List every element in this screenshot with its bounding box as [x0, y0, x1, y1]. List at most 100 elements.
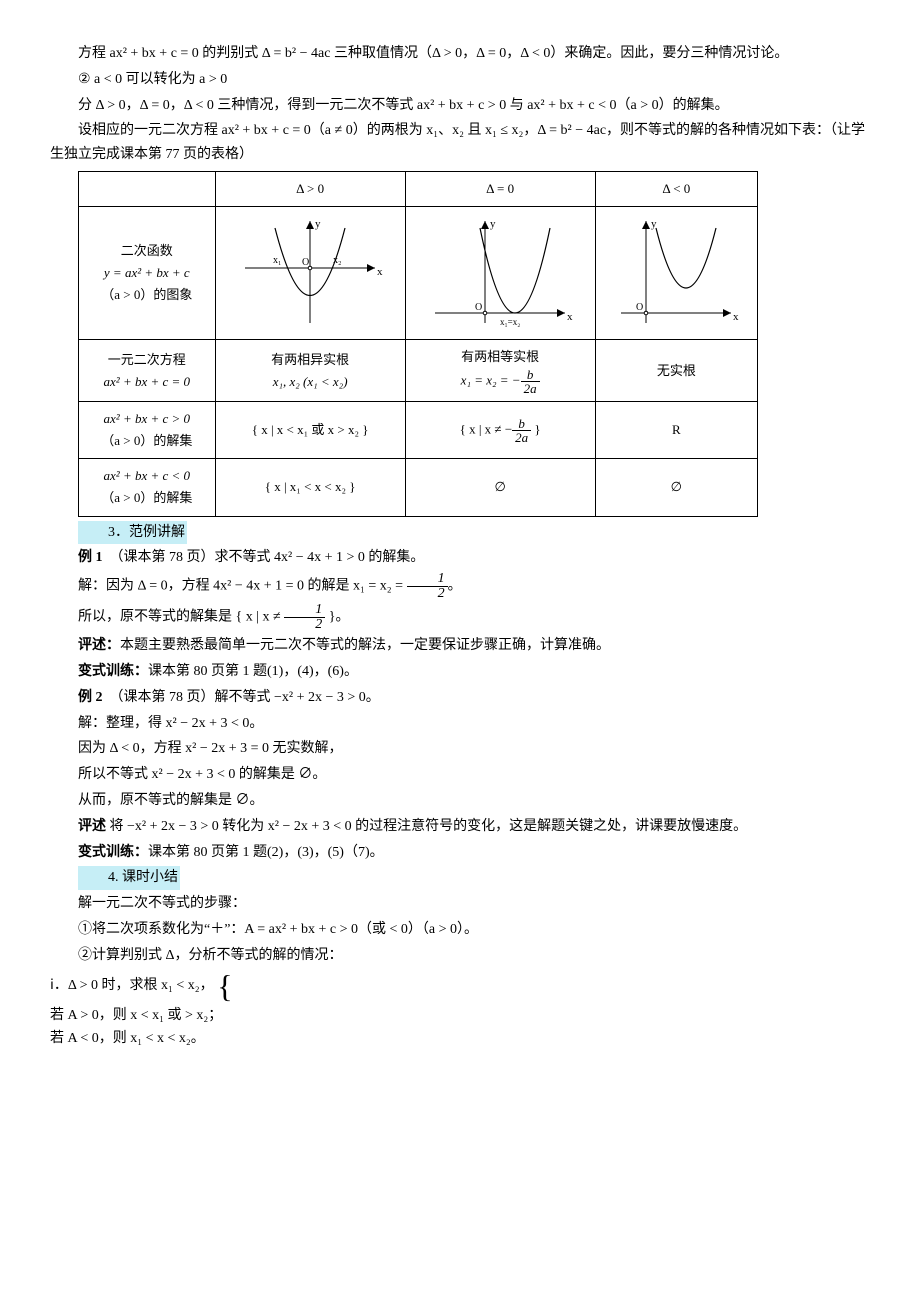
r4l1: （a > 0）的解集 — [101, 490, 192, 505]
r2l1: ax² + bx + c = 0 — [104, 374, 191, 389]
example-2-l3: 所以不等式 x² − 2x + 3 < 0 的解集是 ∅。 — [50, 763, 870, 787]
ex1a-sp: { x | x ≠ — [236, 610, 285, 625]
sec3-hl: 3．范例讲解 — [78, 521, 187, 545]
row4-c1: { x | x₁ < x < x₂ } — [215, 459, 405, 516]
ex1a-post: 。 — [335, 610, 349, 625]
graph-no-root: x y O — [595, 207, 757, 340]
parabola-svg-1: x y x₁ x₂ O — [235, 213, 385, 333]
summary-l3: ②计算判别式 Δ，分析不等式的解的情况： — [50, 944, 870, 968]
paragraph-2: ② a < 0 可以转化为 a > 0 — [50, 68, 870, 92]
r2c1a: 有两相异实根 — [271, 352, 349, 367]
example-1-answer: 所以，原不等式的解集是 { x | x ≠ 12 }。 — [50, 603, 870, 632]
ex1-txt: （课本第 78 页）求不等式 4x² − 4x + 1 > 0 的解集。 — [117, 550, 425, 565]
r3c2d: 2a — [512, 431, 531, 444]
row3-c3: R — [595, 402, 757, 459]
sc1: 若 A > 0，则 x < x₁ 或 > x₂； — [50, 1004, 870, 1028]
r2c2d: 2a — [521, 382, 540, 395]
svg-text:x₁: x₁ — [273, 255, 282, 266]
ex2t-txt: 课本第 80 页第 1 题(2)，(3)，(5)（7)。 — [148, 845, 384, 860]
summary-table: Δ > 0 Δ = 0 Δ < 0 二次函数 y = ax² + bx + c … — [78, 171, 758, 517]
svg-text:x: x — [567, 311, 573, 323]
svg-text:y: y — [315, 218, 321, 230]
svg-text:y: y — [490, 218, 496, 230]
section-4-title: 4. 课时小结 — [50, 866, 870, 890]
graph-two-roots: x y x₁ x₂ O — [215, 207, 405, 340]
r1l2: （a > 0）的图象 — [101, 287, 192, 302]
th-d-lt0: Δ < 0 — [595, 171, 757, 206]
example-1: 例 1 （课本第 78 页）求不等式 4x² − 4x + 1 > 0 的解集。 — [50, 546, 870, 570]
ex2r-lbl: 评述 — [78, 819, 106, 834]
ex2-lbl: 例 2 — [78, 690, 103, 705]
svg-text:O: O — [302, 257, 309, 268]
ex1a-spo: } — [325, 610, 335, 625]
svg-text:x₂: x₂ — [333, 255, 342, 266]
ex1r-txt: 本题主要熟悉最简单一元二次不等式的解法，一定要保证步骤正确，计算准确。 — [120, 638, 610, 653]
ex1s-post: 。 — [448, 579, 462, 594]
row4-label: ax² + bx + c < 0 （a > 0）的解集 — [79, 459, 216, 516]
example-2-l2: 因为 Δ < 0，方程 x² − 2x + 3 = 0 无实数解， — [50, 737, 870, 761]
row3-label: ax² + bx + c > 0 （a > 0）的解集 — [79, 402, 216, 459]
parabola-svg-3: x y O — [611, 213, 741, 333]
svg-text:x: x — [733, 311, 739, 323]
r2c1b: x₁, x₂ (x₁ < x₂) — [273, 374, 348, 389]
th-blank — [79, 171, 216, 206]
r2l0: 一元二次方程 — [108, 352, 186, 367]
brace-icon: { — [217, 970, 232, 1002]
sci: ⅰ．Δ > 0 时，求根 x₁ < x₂， — [50, 978, 214, 993]
ex1t-lbl: 变式训练： — [78, 664, 148, 679]
ex1s-d: 2 — [407, 587, 448, 601]
example-2-l1: 解：整理，得 x² − 2x + 3 < 0。 — [50, 712, 870, 736]
ex1s-pre: 解：因为 Δ = 0，方程 4x² − 4x + 1 = 0 的解是 x₁ = … — [78, 579, 407, 594]
row4-c3: ∅ — [595, 459, 757, 516]
example-2-l4: 从而，原不等式的解集是 ∅。 — [50, 789, 870, 813]
ex1r-lbl: 评述： — [78, 638, 120, 653]
ex1t-txt: 课本第 80 页第 1 题(1)，(4)，(6)。 — [148, 664, 358, 679]
sc2: 若 A < 0，则 x₁ < x < x₂。 — [50, 1027, 870, 1051]
ex1a-n: 1 — [284, 603, 325, 618]
r3c2n: b — [512, 417, 531, 431]
svg-text:x: x — [377, 266, 383, 278]
svg-text:O: O — [636, 302, 643, 313]
th-d-gt0: Δ > 0 — [215, 171, 405, 206]
r4l0: ax² + bx + c < 0 — [104, 468, 191, 483]
example-2: 例 2 （课本第 78 页）解不等式 −x² + 2x − 3 > 0。 — [50, 686, 870, 710]
ex1a-pre: 所以，原不等式的解集是 — [78, 610, 236, 625]
summary-case-i: ⅰ．Δ > 0 时，求根 x₁ < x₂， { — [50, 970, 870, 1002]
r3c2a: { x | x ≠ − — [460, 421, 513, 436]
svg-text:x₁=x₂: x₁=x₂ — [500, 317, 520, 327]
r1l0: 二次函数 — [121, 243, 173, 258]
r2c2b: x₁ = x₂ = − — [461, 373, 521, 388]
r3c2b: } — [531, 421, 541, 436]
ex1s-n: 1 — [407, 572, 448, 587]
ex1-lbl: 例 1 — [78, 550, 103, 565]
sec4-hl: 4. 课时小结 — [78, 866, 180, 890]
row4-c2: ∅ — [405, 459, 595, 516]
paragraph-3: 分 Δ > 0，Δ = 0，Δ < 0 三种情况，得到一元二次不等式 ax² +… — [50, 94, 870, 118]
ex2-txt: （课本第 78 页）解不等式 −x² + 2x − 3 > 0。 — [117, 690, 380, 705]
svg-text:O: O — [475, 302, 482, 313]
row3-c1: { x | x < x₁ 或 x > x₂ } — [215, 402, 405, 459]
row1-label: 二次函数 y = ax² + bx + c （a > 0）的图象 — [79, 207, 216, 340]
paragraph-1: 方程 ax² + bx + c = 0 的判别式 Δ = b² − 4ac 三种… — [50, 42, 870, 66]
graph-one-root: x y O x₁=x₂ — [405, 207, 595, 340]
example-1-train: 变式训练：课本第 80 页第 1 题(1)，(4)，(6)。 — [50, 660, 870, 684]
row3-c2: { x | x ≠ −b2a } — [405, 402, 595, 459]
paragraph-4: 设相应的一元二次方程 ax² + bx + c = 0（a ≠ 0）的两根为 x… — [50, 119, 870, 167]
ex2t-lbl: 变式训练： — [78, 845, 148, 860]
row2-c2: 有两相等实根 x₁ = x₂ = −b2a — [405, 340, 595, 402]
r2c2n: b — [521, 368, 540, 382]
example-2-train: 变式训练：课本第 80 页第 1 题(2)，(3)，(5)（7)。 — [50, 841, 870, 865]
ex1a-d: 2 — [284, 618, 325, 632]
th-d-eq0: Δ = 0 — [405, 171, 595, 206]
example-1-solution: 解：因为 Δ = 0，方程 4x² − 4x + 1 = 0 的解是 x₁ = … — [50, 572, 870, 601]
row2-c3: 无实根 — [595, 340, 757, 402]
r1l1: y = ax² + bx + c — [104, 265, 190, 280]
row2-label: 一元二次方程 ax² + bx + c = 0 — [79, 340, 216, 402]
example-1-review: 评述：本题主要熟悉最简单一元二次不等式的解法，一定要保证步骤正确，计算准确。 — [50, 634, 870, 658]
ex2r-txt: 将 −x² + 2x − 3 > 0 转化为 x² − 2x + 3 < 0 的… — [106, 819, 747, 834]
summary-l2: ①将二次项系数化为“＋”：A = ax² + bx + c > 0（或 < 0）… — [50, 918, 870, 942]
summary-l1: 解一元二次不等式的步骤： — [50, 892, 870, 916]
r3l0: ax² + bx + c > 0 — [104, 411, 191, 426]
section-3-title: 3．范例讲解 — [50, 521, 870, 545]
example-2-review: 评述 将 −x² + 2x − 3 > 0 转化为 x² − 2x + 3 < … — [50, 815, 870, 839]
